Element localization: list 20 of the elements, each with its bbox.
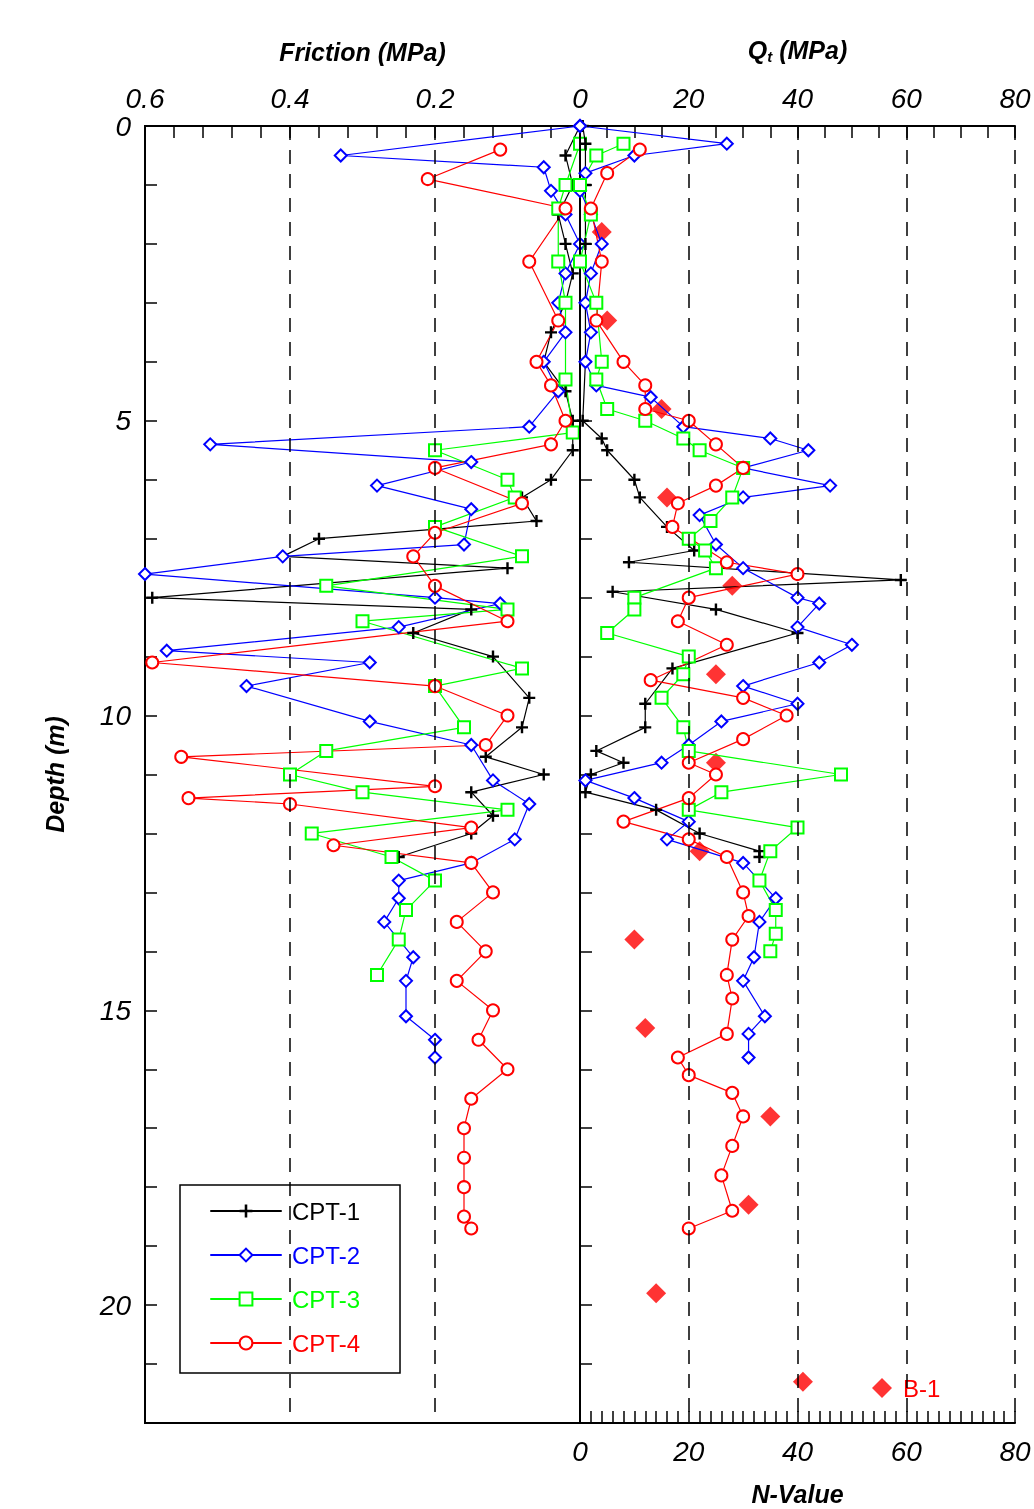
y-tick-label: 15 <box>99 994 132 1026</box>
x-tick-label: 40 <box>781 1435 814 1467</box>
x-tick-label: 0 <box>572 82 589 114</box>
x-tick-label: 80 <box>999 1435 1031 1467</box>
x-tick-label: 20 <box>672 1435 705 1467</box>
x-tick-label: 0.2 <box>415 82 455 114</box>
x-tick-label: 60 <box>890 1435 923 1467</box>
x-axis-title: Friction (MPa) <box>279 37 446 66</box>
y-tick-label: 5 <box>115 405 132 437</box>
legend-label: CPT-4 <box>292 1329 361 1357</box>
y-tick-label: 20 <box>98 1289 132 1321</box>
legend-label: CPT-1 <box>292 1197 361 1225</box>
y-axis-title: Depth (m) <box>40 716 69 833</box>
y-tick-label: 10 <box>99 700 132 732</box>
x-tick-label: 0 <box>572 1435 589 1467</box>
legend-label: CPT-3 <box>292 1285 361 1313</box>
x-axis-title: N-Value <box>751 1479 844 1508</box>
legend-label: CPT-2 <box>292 1241 361 1269</box>
x-tick-label: 0.4 <box>270 82 310 114</box>
legend-label: B-1 <box>903 1374 941 1402</box>
